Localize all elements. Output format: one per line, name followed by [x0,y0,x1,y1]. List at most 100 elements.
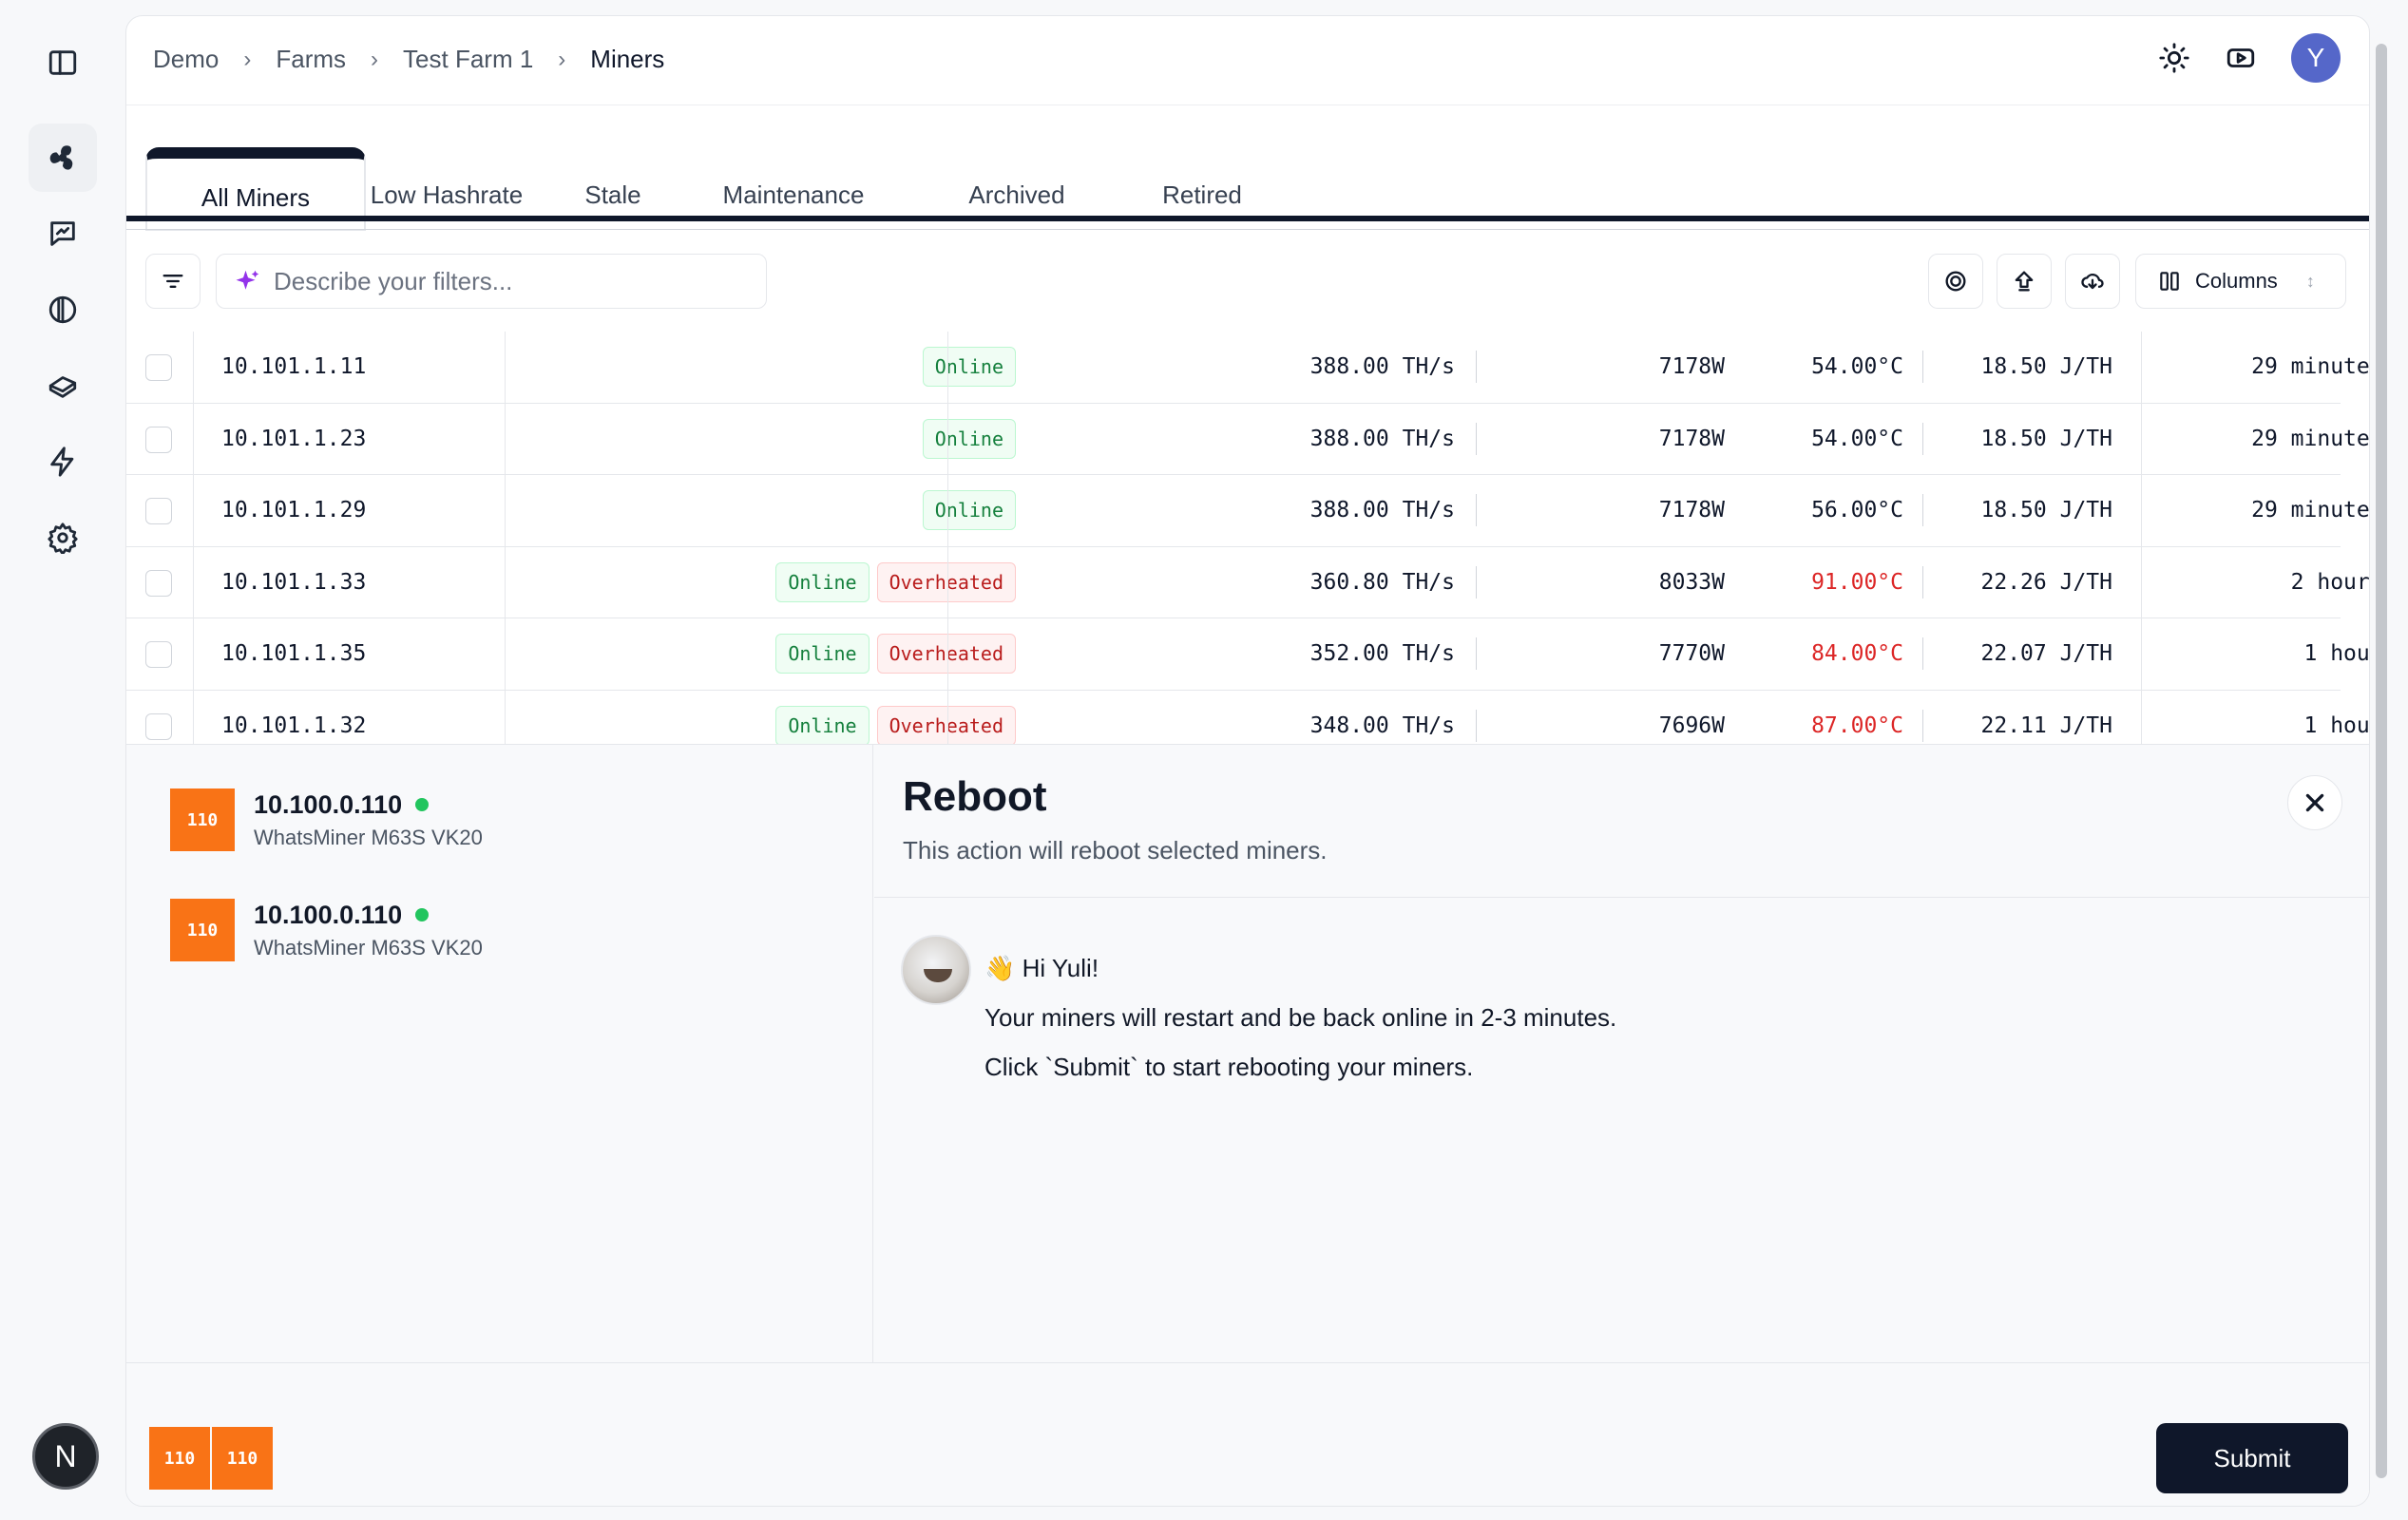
tab-archived[interactable]: Archived [968,180,1065,209]
assistant-avatar [901,935,971,1005]
arrow-up-icon [2015,271,2034,292]
user-avatar[interactable]: Y [2291,33,2341,83]
row-checkbox[interactable] [145,641,172,668]
status-cell: Online [506,404,1044,475]
upload-button[interactable] [1997,254,2052,309]
contrast-icon[interactable] [29,276,97,344]
miner-chip[interactable]: 110 [149,1427,210,1490]
efficiency-cell: 22.07 J/TH [1980,641,2112,667]
tab-maintenance[interactable]: Maintenance [722,180,865,209]
left-rail: N [0,0,124,1520]
video-icon[interactable] [2225,42,2257,74]
fan-icon[interactable] [29,124,97,192]
miner-ip: 10.100.0.110 [254,900,403,929]
dialog-subtitle: This action will reboot selected miners. [903,836,1328,864]
chevron-right-icon: › [558,46,566,72]
status-badge: Online [922,347,1016,388]
main-card: Demo › Farms › Test Farm 1 › Miners Y Al… [125,15,2370,1507]
table-row[interactable]: 10.101.1.11 Online 388.00 TH/s 7178W 54.… [126,332,2369,404]
breadcrumb-demo[interactable]: Demo [153,45,220,73]
status-badge: Online [775,634,870,674]
row-checkbox[interactable] [145,498,172,524]
sparkle-icon [236,270,259,290]
efficiency-cell: 18.50 J/TH [1980,354,2112,380]
filter-placeholder: Describe your filters... [274,266,513,295]
last-seen-cell: 1 hour ago [2303,641,2370,667]
miner-ip-cell: 10.101.1.11 [221,354,367,380]
temperature-cell: 87.00°C [1811,712,1903,738]
breadcrumb-farm[interactable]: Test Farm 1 [403,45,534,73]
power-cell: 7178W [1658,426,1725,451]
reboot-panel: 110 10.100.0.110 WhatsMiner M63S VK20 11… [126,744,2369,1506]
online-dot-icon [415,908,430,922]
sun-icon[interactable] [2158,42,2190,74]
last-seen-cell: 2 hours ago [2290,569,2370,595]
columns-button[interactable]: Columns ↕ [2135,254,2346,309]
submit-button[interactable]: Submit [2156,1423,2348,1493]
efficiency-cell: 18.50 J/TH [1980,426,2112,451]
sidebar-toggle-icon[interactable] [29,28,97,97]
table-row[interactable]: 10.101.1.35 Online Overheated 352.00 TH/s… [126,618,2369,691]
status-cell: Online Overheated [506,547,1044,618]
row-checkbox[interactable] [145,354,172,381]
status-badge: Overheated [876,705,1016,746]
filter-button[interactable] [145,254,201,309]
breadcrumb: Demo › Farms › Test Farm 1 › Miners [153,45,664,74]
cloud-download-button[interactable] [2065,254,2120,309]
tab-low-hashrate[interactable]: Low Hashrate [370,180,524,209]
close-button[interactable] [2287,775,2342,830]
efficiency-cell: 18.50 J/TH [1980,498,2112,523]
tab-retired[interactable]: Retired [1162,180,1242,209]
miners-table: 10.101.1.11 Online 388.00 TH/s 7178W 54.… [126,332,2369,762]
breadcrumb-farms[interactable]: Farms [276,45,347,73]
temperature-cell: 54.00°C [1811,426,1903,451]
miner-ip-cell: 10.101.1.23 [221,426,367,451]
hashrate-cell: 352.00 TH/s [1309,641,1455,667]
dialog-title: Reboot [903,773,1047,820]
chevron-right-icon: › [371,46,379,72]
message-line-2: Click `Submit` to start rebooting your m… [984,1053,1474,1081]
selected-chips: 110 110 [149,1427,275,1490]
greeting-text: 👋 Hi Yuli! [984,954,1099,982]
status-badge: Overheated [876,634,1016,674]
miner-ip-cell: 10.101.1.29 [221,498,367,523]
power-cell: 7178W [1658,354,1725,380]
efficiency-cell: 22.26 J/TH [1980,569,2112,595]
temperature-cell: 91.00°C [1811,569,1903,595]
miner-badge: 110 [170,788,235,851]
selected-miner[interactable]: 110 10.100.0.110 WhatsMiner M63S VK20 [170,899,483,961]
table-row[interactable]: 10.101.1.32 Online Overheated 348.00 TH/s… [126,690,2369,762]
miner-model: WhatsMiner M63S VK20 [254,935,483,960]
target-icon [1945,271,1966,292]
selected-miners-list: 110 10.100.0.110 WhatsMiner M63S VK20 11… [126,745,873,1362]
status-badge: Online [922,490,1016,531]
lightning-icon[interactable] [29,428,97,496]
status-badge: Overheated [876,561,1016,602]
hashrate-cell: 388.00 TH/s [1309,498,1455,523]
columns-label: Columns [2195,269,2278,293]
status-badge: Online [775,705,870,746]
page-scrollbar[interactable] [2372,15,2391,1507]
row-checkbox[interactable] [145,426,172,453]
row-checkbox[interactable] [145,569,172,597]
app-badge[interactable]: N [32,1423,99,1490]
row-checkbox[interactable] [145,712,172,740]
selected-miner[interactable]: 110 10.100.0.110 WhatsMiner M63S VK20 [170,788,483,851]
tab-stale[interactable]: Stale [584,180,641,209]
filter-input[interactable]: Describe your filters... [216,254,767,309]
gear-icon[interactable] [29,504,97,572]
table-row[interactable]: 10.101.1.23 Online 388.00 TH/s 7178W 54.… [126,403,2369,475]
status-badge: Online [775,561,870,602]
table-row[interactable]: 10.101.1.29 Online 388.00 TH/s 7178W 56.… [126,475,2369,547]
status-cell: Online [506,475,1044,546]
temperature-cell: 54.00°C [1811,354,1903,380]
chevron-up-down-icon: ↕ [2305,271,2315,291]
chart-icon[interactable] [29,200,97,268]
ticket-icon[interactable] [29,352,97,420]
target-button[interactable] [1928,254,1983,309]
power-cell: 8033W [1658,569,1725,595]
miner-chip[interactable]: 110 [212,1427,273,1490]
table-row[interactable]: 10.101.1.33 Online Overheated 360.80 TH/s… [126,546,2369,618]
miner-ip: 10.100.0.110 [254,789,403,819]
message-line-1: Your miners will restart and be back onl… [984,1003,1617,1032]
